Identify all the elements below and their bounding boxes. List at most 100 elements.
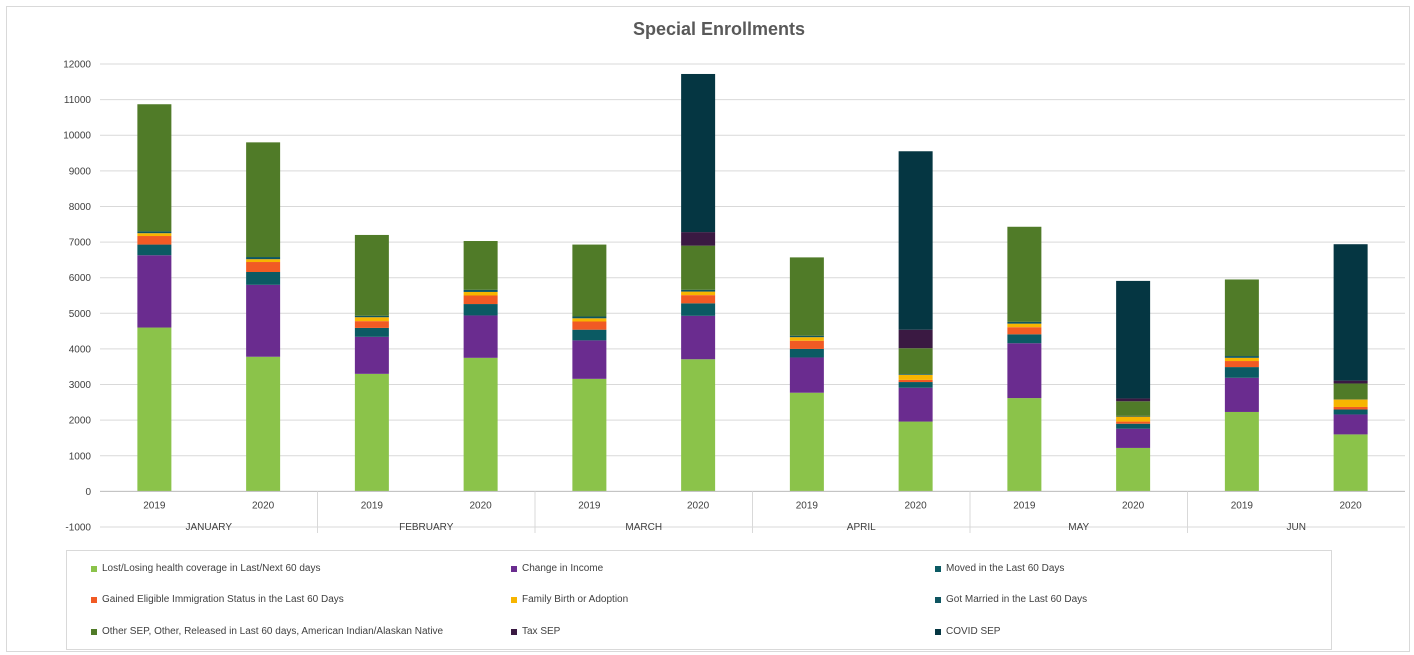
bar-segment bbox=[572, 321, 607, 330]
y-tick-label: -1000 bbox=[65, 523, 91, 534]
bar-segment bbox=[681, 232, 716, 246]
bar-segment bbox=[789, 357, 824, 393]
x-tick-label: 2019 bbox=[1013, 500, 1036, 511]
bar-segment bbox=[789, 335, 824, 338]
legend-item: Other SEP, Other, Released in Last 60 da… bbox=[91, 626, 443, 637]
bar-segment bbox=[898, 151, 933, 330]
bar-segment bbox=[137, 233, 172, 237]
bar-segment bbox=[898, 387, 933, 422]
legend-label: Gained Eligible Immigration Status in th… bbox=[102, 594, 344, 605]
x-group-label: APRIL bbox=[847, 522, 876, 533]
x-tick-label: 2020 bbox=[470, 500, 493, 511]
legend-label: Got Married in the Last 60 Days bbox=[946, 594, 1088, 605]
x-tick-label: 2020 bbox=[1340, 500, 1363, 511]
legend-item: Lost/Losing health coverage in Last/Next… bbox=[91, 563, 320, 574]
legend-label: Moved in the Last 60 Days bbox=[946, 563, 1065, 574]
bar-segment bbox=[898, 374, 933, 380]
legend-item: Moved in the Last 60 Days bbox=[935, 563, 1064, 574]
x-group-label: MARCH bbox=[625, 522, 662, 533]
bar-segment bbox=[463, 295, 498, 305]
bar-segment bbox=[1333, 434, 1368, 492]
x-tick-label: 2020 bbox=[252, 500, 275, 511]
chart-title: Special Enrollments bbox=[633, 19, 805, 39]
x-tick-label: 2020 bbox=[1122, 500, 1145, 511]
legend-swatch bbox=[91, 628, 97, 635]
y-tick-label: 5000 bbox=[69, 309, 92, 320]
x-group-label: FEBRUARY bbox=[399, 522, 454, 533]
y-tick-label: 7000 bbox=[69, 238, 92, 249]
bar-segment bbox=[1333, 244, 1368, 381]
bar-segment bbox=[1224, 357, 1259, 362]
x-tick-label: 2019 bbox=[143, 500, 166, 511]
y-tick-label: 11000 bbox=[64, 95, 92, 106]
bar-segment bbox=[1116, 401, 1151, 416]
bar-segment bbox=[1007, 398, 1042, 492]
y-tick-label: 1000 bbox=[69, 451, 92, 462]
bar-segment bbox=[572, 244, 607, 317]
bar-segment bbox=[354, 315, 389, 318]
legend-swatch bbox=[511, 596, 517, 603]
bar-segment bbox=[789, 337, 824, 341]
bar-segment bbox=[1116, 416, 1151, 422]
bar-segment bbox=[681, 303, 716, 316]
legend-swatch bbox=[511, 565, 517, 572]
bar-segment bbox=[463, 357, 498, 492]
y-tick-label: 10000 bbox=[63, 131, 91, 142]
x-group-label: JUN bbox=[1287, 522, 1306, 533]
legend-label: COVID SEP bbox=[946, 626, 1001, 637]
bar-segment bbox=[354, 327, 389, 337]
bar-segment bbox=[1116, 280, 1151, 399]
bar-segment bbox=[463, 291, 498, 296]
y-tick-label: 9000 bbox=[69, 166, 92, 177]
x-tick-label: 2019 bbox=[796, 500, 819, 511]
legend-item: Got Married in the Last 60 Days bbox=[935, 594, 1087, 605]
bar-segment bbox=[789, 348, 824, 358]
bar-segment bbox=[1116, 421, 1151, 424]
legend-label: Tax SEP bbox=[522, 626, 561, 637]
bar-segment bbox=[681, 289, 716, 292]
bar-segment bbox=[1116, 423, 1151, 429]
bar-segment bbox=[1224, 279, 1259, 357]
x-tick-label: 2019 bbox=[361, 500, 384, 511]
legend-swatch bbox=[935, 628, 941, 635]
y-axis-ticks: -1000 0 1000 2000 3000 4000 5000 6000 7000 8000 90… bbox=[63, 60, 91, 534]
legend-label: Change in Income bbox=[522, 563, 604, 574]
bar-segment bbox=[898, 382, 933, 388]
bar-segment bbox=[681, 295, 716, 304]
bar-segment bbox=[1333, 406, 1368, 410]
bar-segment bbox=[1333, 414, 1368, 435]
bar-segment bbox=[1224, 367, 1259, 378]
bar-segment bbox=[572, 316, 607, 319]
bar-segment bbox=[246, 142, 281, 258]
bar-segment bbox=[1116, 447, 1151, 492]
bar-segment bbox=[1116, 415, 1151, 417]
bar-segment bbox=[1333, 380, 1368, 384]
bar-segment bbox=[1116, 398, 1151, 402]
bar-segment bbox=[1333, 399, 1368, 407]
legend-label: Family Birth or Adoption bbox=[522, 594, 629, 605]
bar-segment bbox=[463, 289, 498, 292]
bar-segment bbox=[681, 245, 716, 290]
y-tick-label: 12000 bbox=[63, 60, 91, 71]
bar-segment bbox=[1116, 428, 1151, 448]
legend-swatch bbox=[935, 565, 941, 572]
bar-segment bbox=[1224, 356, 1259, 358]
legend-item: Family Birth or Adoption bbox=[511, 594, 628, 605]
x-group-label: MAY bbox=[1068, 522, 1089, 533]
bar-segment bbox=[246, 262, 281, 272]
bar-segment bbox=[463, 304, 498, 316]
bar-segment bbox=[354, 321, 389, 328]
bar-segment bbox=[1007, 226, 1042, 322]
bar-segment bbox=[898, 348, 933, 375]
legend-item: Tax SEP bbox=[511, 626, 560, 637]
x-group-label: JANUARY bbox=[186, 522, 233, 533]
bar-segment bbox=[789, 340, 824, 349]
legend-item: COVID SEP bbox=[935, 626, 1000, 637]
bar-segment bbox=[898, 379, 933, 383]
x-axis: 2019 2020 2019 2020 2019 2020 2019 2020 2019 2020… bbox=[100, 490, 1405, 533]
bar-segment bbox=[681, 73, 716, 233]
bar-segment bbox=[246, 356, 281, 492]
x-tick-label: 2020 bbox=[687, 500, 710, 511]
bar-segment bbox=[1007, 334, 1042, 344]
bar-segment bbox=[463, 315, 498, 358]
